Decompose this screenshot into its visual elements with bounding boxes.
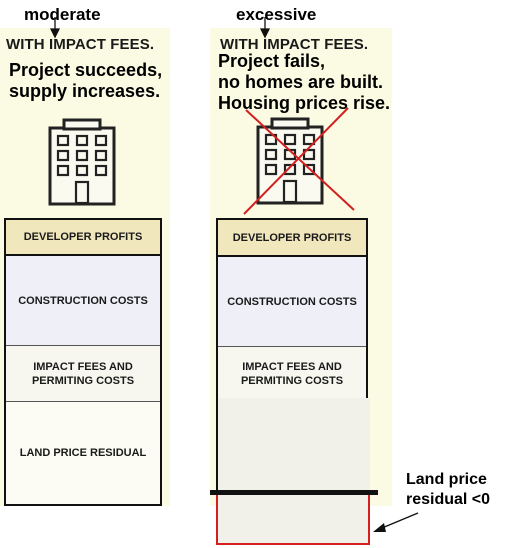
right-title: WITH IMPACT FEES. [220,36,369,53]
annotation-line-1: Land price [406,471,487,488]
left-segment-developer-profits: DEVELOPER PROFITS [6,220,160,256]
left-impact-fees-label: IMPACT FEES AND PERMITING COSTS [32,360,134,388]
left-construction-costs-label: CONSTRUCTION COSTS [18,294,148,307]
building-failed-icon [243,107,355,215]
left-land-price-label: LAND PRICE RESIDUAL [19,447,147,459]
right-impact-fees-label: IMPACT FEES AND PERMITING COSTS [241,360,343,388]
right-developer-profits-label: DEVELOPER PROFITS [232,231,352,244]
left-impact-fees-line-1: IMPACT FEES AND [33,360,133,373]
right-desc-line-1: Project fails, [218,51,326,71]
right-segment-developer-profits: DEVELOPER PROFITS [218,220,366,257]
right-impact-fees-line-1: IMPACT FEES AND [242,360,342,373]
right-segment-construction-costs: CONSTRUCTION COSTS [218,257,366,347]
left-segment-land-price: LAND PRICE RESIDUAL [6,402,160,504]
left-developer-profits-label: DEVELOPER PROFITS [23,231,143,243]
land-price-annotation: Land price residual <0 [406,470,490,510]
left-desc-line-2: supply increases. [9,81,161,101]
left-segment-construction-costs: CONSTRUCTION COSTS [6,256,160,346]
right-impact-fees-line-2: PERMITING COSTS [240,374,344,387]
right-segment-impact-fees: IMPACT FEES AND PERMITING COSTS [218,347,366,400]
level-label-moderate: moderate [24,5,101,24]
pointer-arrows [49,17,271,39]
right-desc-line-2: no homes are built. [218,72,384,92]
building-icon [48,118,116,206]
right-construction-costs-label: CONSTRUCTION COSTS [227,295,357,308]
left-segment-impact-fees: IMPACT FEES AND PERMITING COSTS [6,346,160,402]
right-stack-continuation [216,398,370,494]
right-cost-stack: DEVELOPER PROFITS CONSTRUCTION COSTS IMP… [216,218,368,400]
level-label-excessive: excessive [236,5,317,24]
left-impact-fees-line-2: PERMITING COSTS [31,374,135,387]
left-title: WITH IMPACT FEES. [6,36,155,53]
annotation-line-2: residual <0 [406,491,491,508]
cross-out-icon [243,107,355,215]
left-desc-line-1: Project succeeds, [9,60,163,80]
negative-land-price-box [216,495,370,545]
left-cost-stack: DEVELOPER PROFITS CONSTRUCTION COSTS IMP… [4,218,162,506]
zero-line [210,490,378,495]
left-description: Project succeeds, supply increases. [9,60,162,102]
